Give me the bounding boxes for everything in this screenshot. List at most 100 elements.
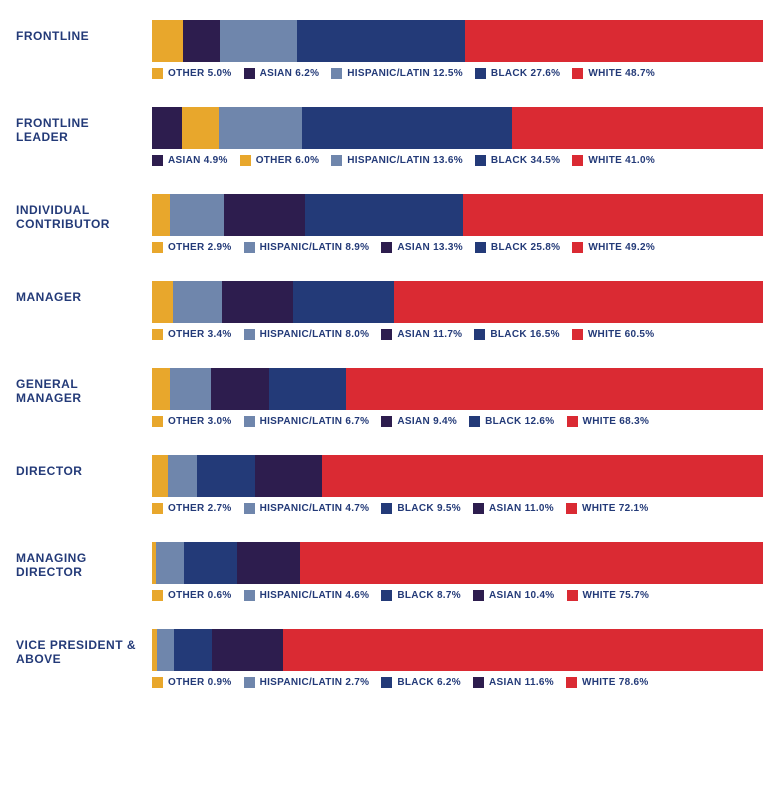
row-chart: OTHER 0.6%HISPANIC/LATIN 4.6%BLACK 8.7%A… bbox=[152, 542, 763, 603]
legend-swatch bbox=[567, 590, 578, 601]
legend-text: BLACK 9.5% bbox=[397, 503, 461, 514]
bar-segment bbox=[255, 455, 322, 497]
legend-text: BLACK 25.8% bbox=[491, 242, 560, 253]
row-chart: OTHER 2.9% HISPANIC/LATIN 8.9% ASIAN 13.3%… bbox=[152, 194, 763, 255]
row-label: INDIVIDUAL CONTRIBUTOR bbox=[16, 194, 152, 232]
chart-row: VICE PRESIDENT & ABOVEOTHER 0.9%HISPANIC… bbox=[16, 629, 763, 690]
bar-segment bbox=[237, 542, 301, 584]
legend-item: ASIAN 6.2% bbox=[244, 68, 320, 79]
legend-text: HISPANIC/LATIN 2.7% bbox=[260, 677, 370, 688]
legend-item: WHITE 48.7% bbox=[572, 68, 655, 79]
legend-item: HISPANIC/LATIN 8.0% bbox=[244, 329, 370, 340]
legend-swatch bbox=[473, 677, 484, 688]
row-legend: OTHER 3.4% HISPANIC/LATIN 8.0% ASIAN 11.7%… bbox=[152, 329, 763, 342]
legend-item: WHITE 68.3% bbox=[567, 416, 650, 427]
bar-segment bbox=[302, 107, 513, 149]
legend-swatch bbox=[475, 68, 486, 79]
legend-swatch bbox=[566, 503, 577, 514]
legend-text: WHITE 60.5% bbox=[588, 329, 655, 340]
row-legend: OTHER 2.9% HISPANIC/LATIN 8.9% ASIAN 13.3%… bbox=[152, 242, 763, 255]
legend-swatch bbox=[566, 677, 577, 688]
row-label: FRONTLINE bbox=[16, 20, 152, 44]
legend-swatch bbox=[381, 416, 392, 427]
bar-segment bbox=[224, 194, 305, 236]
legend-item: HISPANIC/LATIN 13.6% bbox=[331, 155, 463, 166]
row-chart: OTHER 2.7% HISPANIC/LATIN 4.7% BLACK 9.5% A… bbox=[152, 455, 763, 516]
chart-row: FRONTLINE LEADERASIAN 4.9%OTHER 6.0%HISP… bbox=[16, 107, 763, 168]
bar-segment bbox=[152, 20, 183, 62]
legend-swatch bbox=[381, 503, 392, 514]
row-chart: OTHER 5.0%ASIAN 6.2%HISPANIC/LATIN 12.5%… bbox=[152, 20, 763, 81]
legend-text: WHITE 68.3% bbox=[583, 416, 650, 427]
legend-item: WHITE 41.0% bbox=[572, 155, 655, 166]
bar-segment bbox=[152, 107, 182, 149]
legend-swatch bbox=[240, 155, 251, 166]
legend-item: OTHER 2.9% bbox=[152, 242, 232, 253]
legend-item: HISPANIC/LATIN 2.7% bbox=[244, 677, 370, 688]
legend-text: OTHER 3.4% bbox=[168, 329, 232, 340]
legend-text: ASIAN 13.3% bbox=[397, 242, 463, 253]
legend-swatch bbox=[331, 68, 342, 79]
legend-swatch bbox=[381, 329, 392, 340]
legend-text: OTHER 2.9% bbox=[168, 242, 232, 253]
legend-swatch bbox=[244, 416, 255, 427]
legend-item: OTHER 2.7% bbox=[152, 503, 232, 514]
legend-text: WHITE 75.7% bbox=[583, 590, 650, 601]
legend-text: ASIAN 11.0% bbox=[489, 503, 554, 514]
bar-segment bbox=[152, 455, 168, 497]
row-legend: OTHER 3.0%HISPANIC/LATIN 6.7%ASIAN 9.4%B… bbox=[152, 416, 763, 429]
row-legend: OTHER 0.6%HISPANIC/LATIN 4.6%BLACK 8.7%A… bbox=[152, 590, 763, 603]
chart-row: INDIVIDUAL CONTRIBUTOR OTHER 2.9% HISPANIC… bbox=[16, 194, 763, 255]
stacked-bar bbox=[152, 455, 763, 497]
bar-segment bbox=[293, 281, 394, 323]
row-chart: OTHER 3.0%HISPANIC/LATIN 6.7%ASIAN 9.4%B… bbox=[152, 368, 763, 429]
legend-swatch bbox=[152, 68, 163, 79]
row-legend: OTHER 0.9% HISPANIC/LATIN 2.7% BLACK 6.2% A… bbox=[152, 677, 763, 690]
bar-segment bbox=[512, 107, 763, 149]
legend-swatch bbox=[572, 242, 583, 253]
legend-text: WHITE 78.6% bbox=[582, 677, 649, 688]
legend-swatch bbox=[152, 242, 163, 253]
legend-item: OTHER 3.4% bbox=[152, 329, 232, 340]
row-chart: ASIAN 4.9%OTHER 6.0%HISPANIC/LATIN 13.6%… bbox=[152, 107, 763, 168]
legend-item: OTHER 3.0% bbox=[152, 416, 232, 427]
stacked-bar-chart: FRONTLINEOTHER 5.0%ASIAN 6.2%HISPANIC/LA… bbox=[16, 20, 763, 690]
legend-item: BLACK 8.7% bbox=[381, 590, 461, 601]
bar-segment bbox=[394, 281, 763, 323]
row-chart: OTHER 0.9% HISPANIC/LATIN 2.7% BLACK 6.2% A… bbox=[152, 629, 763, 690]
legend-item: ASIAN 11.7% bbox=[381, 329, 462, 340]
legend-text: ASIAN 11.6% bbox=[489, 677, 554, 688]
legend-swatch bbox=[381, 677, 392, 688]
legend-text: BLACK 27.6% bbox=[491, 68, 560, 79]
legend-swatch bbox=[474, 329, 485, 340]
bar-segment bbox=[220, 20, 296, 62]
bar-segment bbox=[182, 107, 219, 149]
legend-item: WHITE 72.1% bbox=[566, 503, 649, 514]
legend-swatch bbox=[152, 155, 163, 166]
legend-text: OTHER 0.9% bbox=[168, 677, 232, 688]
legend-text: ASIAN 11.7% bbox=[397, 329, 462, 340]
legend-swatch bbox=[381, 590, 392, 601]
chart-row: DIRECTOROTHER 2.7%HISPANIC/LATIN 4.7%BLA… bbox=[16, 455, 763, 516]
legend-item: BLACK 6.2% bbox=[381, 677, 461, 688]
legend-item: HISPANIC/LATIN 4.7% bbox=[244, 503, 370, 514]
stacked-bar bbox=[152, 20, 763, 62]
legend-item: ASIAN 9.4% bbox=[381, 416, 457, 427]
legend-text: HISPANIC/LATIN 12.5% bbox=[347, 68, 463, 79]
legend-text: WHITE 49.2% bbox=[588, 242, 655, 253]
legend-text: BLACK 6.2% bbox=[397, 677, 461, 688]
legend-swatch bbox=[244, 590, 255, 601]
stacked-bar bbox=[152, 194, 763, 236]
legend-text: HISPANIC/LATIN 4.6% bbox=[260, 590, 370, 601]
legend-item: HISPANIC/LATIN 8.9% bbox=[244, 242, 370, 253]
bar-segment bbox=[156, 542, 184, 584]
legend-item: BLACK 12.6% bbox=[469, 416, 554, 427]
bar-segment bbox=[222, 281, 293, 323]
bar-segment bbox=[173, 281, 222, 323]
legend-swatch bbox=[567, 416, 578, 427]
row-label: FRONTLINE LEADER bbox=[16, 107, 152, 145]
legend-text: WHITE 48.7% bbox=[588, 68, 655, 79]
legend-item: ASIAN 13.3% bbox=[381, 242, 463, 253]
bar-segment bbox=[170, 368, 211, 410]
legend-item: WHITE 60.5% bbox=[572, 329, 655, 340]
